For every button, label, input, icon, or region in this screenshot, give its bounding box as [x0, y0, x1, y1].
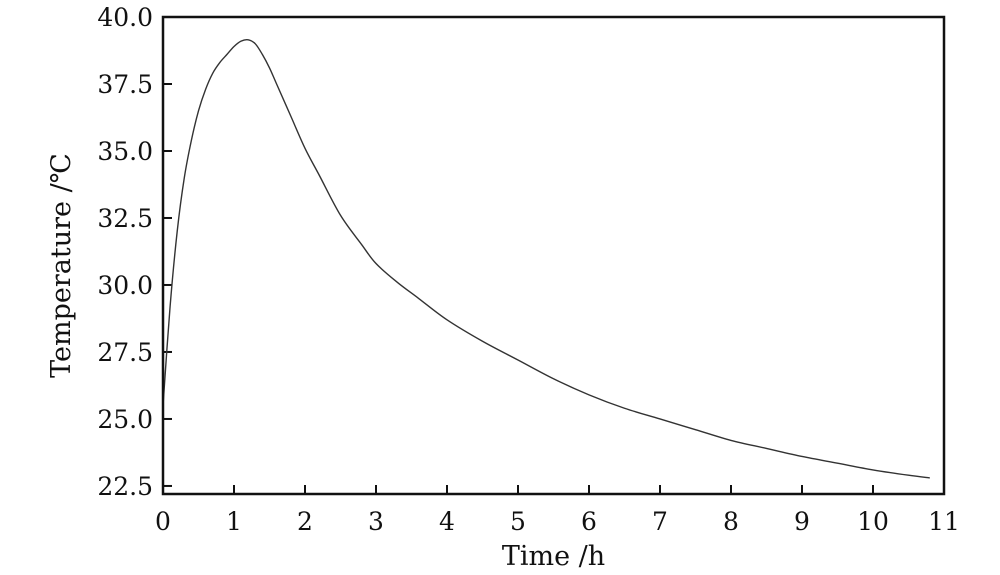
x-tick-label: 3 [368, 507, 384, 536]
x-tick-label: 2 [297, 507, 313, 536]
series-layer [162, 38, 930, 479]
x-tick-label: 10 [857, 507, 889, 536]
x-tick-label: 8 [723, 507, 739, 536]
x-tick-label: 11 [928, 507, 960, 536]
y-tick-label: 35.0 [97, 137, 153, 166]
tick-labels-layer: 0 1 2 3 4 5 6 7 8 9 10 11 22.5 25.0 27.5 30.0 32.5 35.0 37… [97, 3, 960, 536]
y-tick-label: 25.0 [97, 405, 153, 434]
y-tick-label: 40.0 [97, 3, 153, 32]
plot-frame [161, 15, 946, 496]
x-tick-label: 7 [652, 507, 668, 536]
ticks-layer [162, 16, 945, 494]
y-tick-label: 27.5 [97, 338, 153, 367]
x-tick-label: 9 [794, 507, 810, 536]
x-tick-label: 1 [226, 507, 242, 536]
y-tick-label: 30.0 [97, 271, 153, 300]
y-tick-label: 32.5 [97, 204, 153, 233]
x-tick-label: 4 [439, 507, 455, 536]
y-axis-title: Temperature /℃ [46, 153, 77, 378]
y-tick-label: 22.5 [97, 472, 153, 501]
x-tick-label: 0 [155, 507, 171, 536]
y-tick-label: 37.5 [97, 70, 153, 99]
temperature-series-line [162, 38, 930, 479]
x-axis-title: Time /h [502, 541, 605, 572]
x-tick-label: 5 [510, 507, 526, 536]
x-tick-label: 6 [581, 507, 597, 536]
